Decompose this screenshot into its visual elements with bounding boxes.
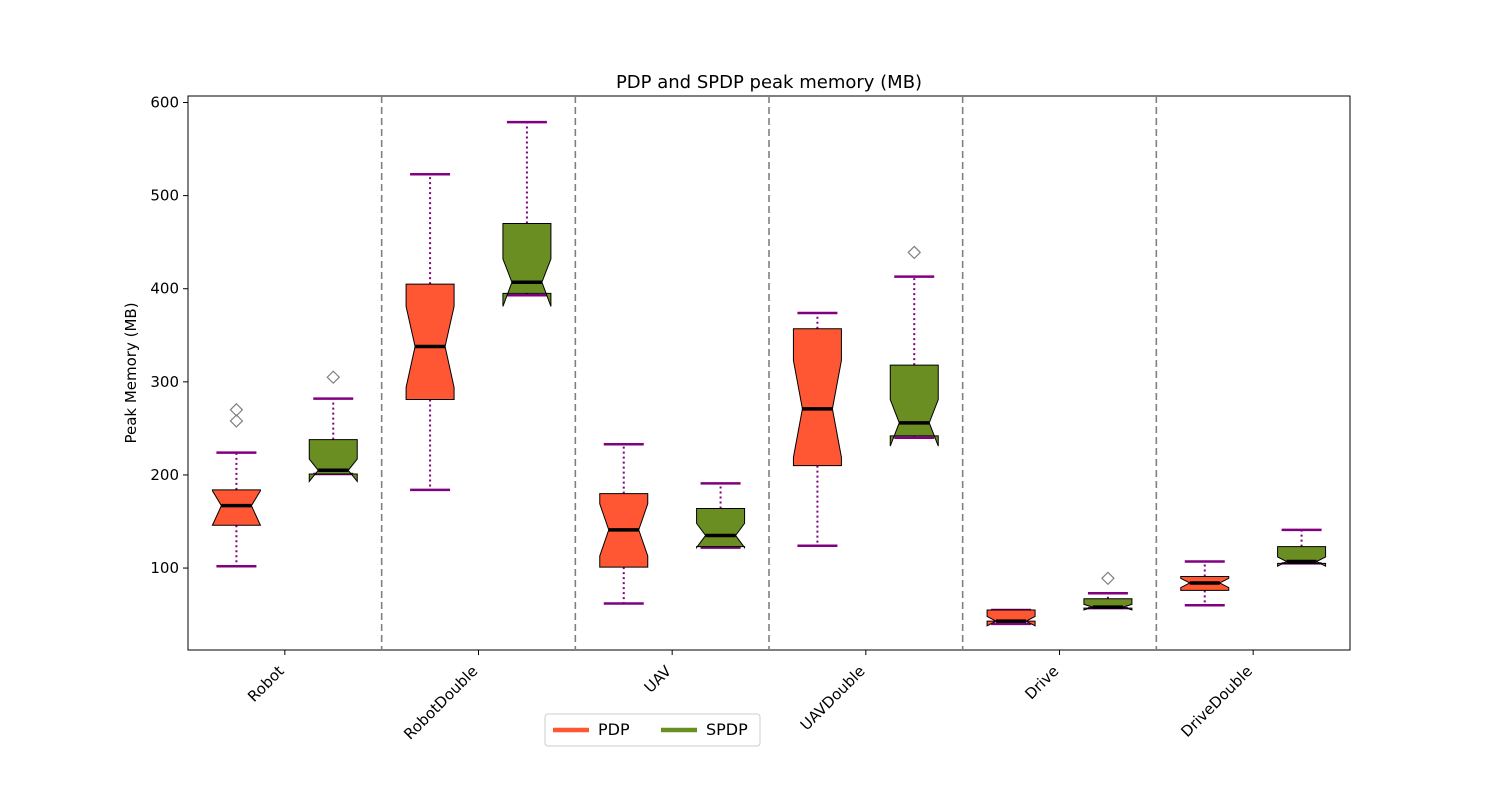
y-tick-label: 200 [150, 466, 179, 484]
flier-point [229, 414, 244, 428]
y-tick-label: 600 [150, 94, 179, 112]
x-tick-label: Robot [244, 662, 288, 706]
plot-area: 100 200 300 400 500 600 Robot RobotDouble UAV UAV… [150, 94, 1351, 743]
x-tick-label: DriveDouble [1177, 662, 1256, 741]
box-pdp [405, 283, 455, 401]
flier-point [326, 370, 341, 385]
legend-frame [544, 713, 761, 747]
legend-label-pdp: PDP [598, 720, 630, 739]
flier-point [907, 245, 922, 260]
y-tick-label: 100 [150, 559, 179, 577]
chart-title: PDP and SPDP peak memory (MB) [616, 72, 922, 93]
y-tick-label: 400 [150, 280, 179, 298]
y-tick-label: 500 [150, 187, 179, 205]
x-tick-label: RobotDouble [400, 662, 481, 743]
flier-point [1101, 571, 1115, 586]
legend: PDP SPDP [544, 713, 761, 747]
y-axis-label: Peak Memory (MB) [122, 302, 140, 443]
x-tick-label: UAV [641, 662, 676, 697]
legend-label-spdp: SPDP [706, 720, 748, 739]
flier-point [229, 402, 244, 417]
y-tick-label: 300 [150, 373, 179, 391]
box-pdp [792, 328, 842, 467]
box-spdp [889, 364, 939, 447]
box-spdp [696, 507, 746, 550]
x-tick-label: Drive [1021, 662, 1062, 703]
box-pdp [211, 489, 262, 526]
x-tick-label: UAVDouble [797, 662, 869, 734]
box-spdp [502, 223, 552, 307]
box-pdp [986, 609, 1036, 627]
